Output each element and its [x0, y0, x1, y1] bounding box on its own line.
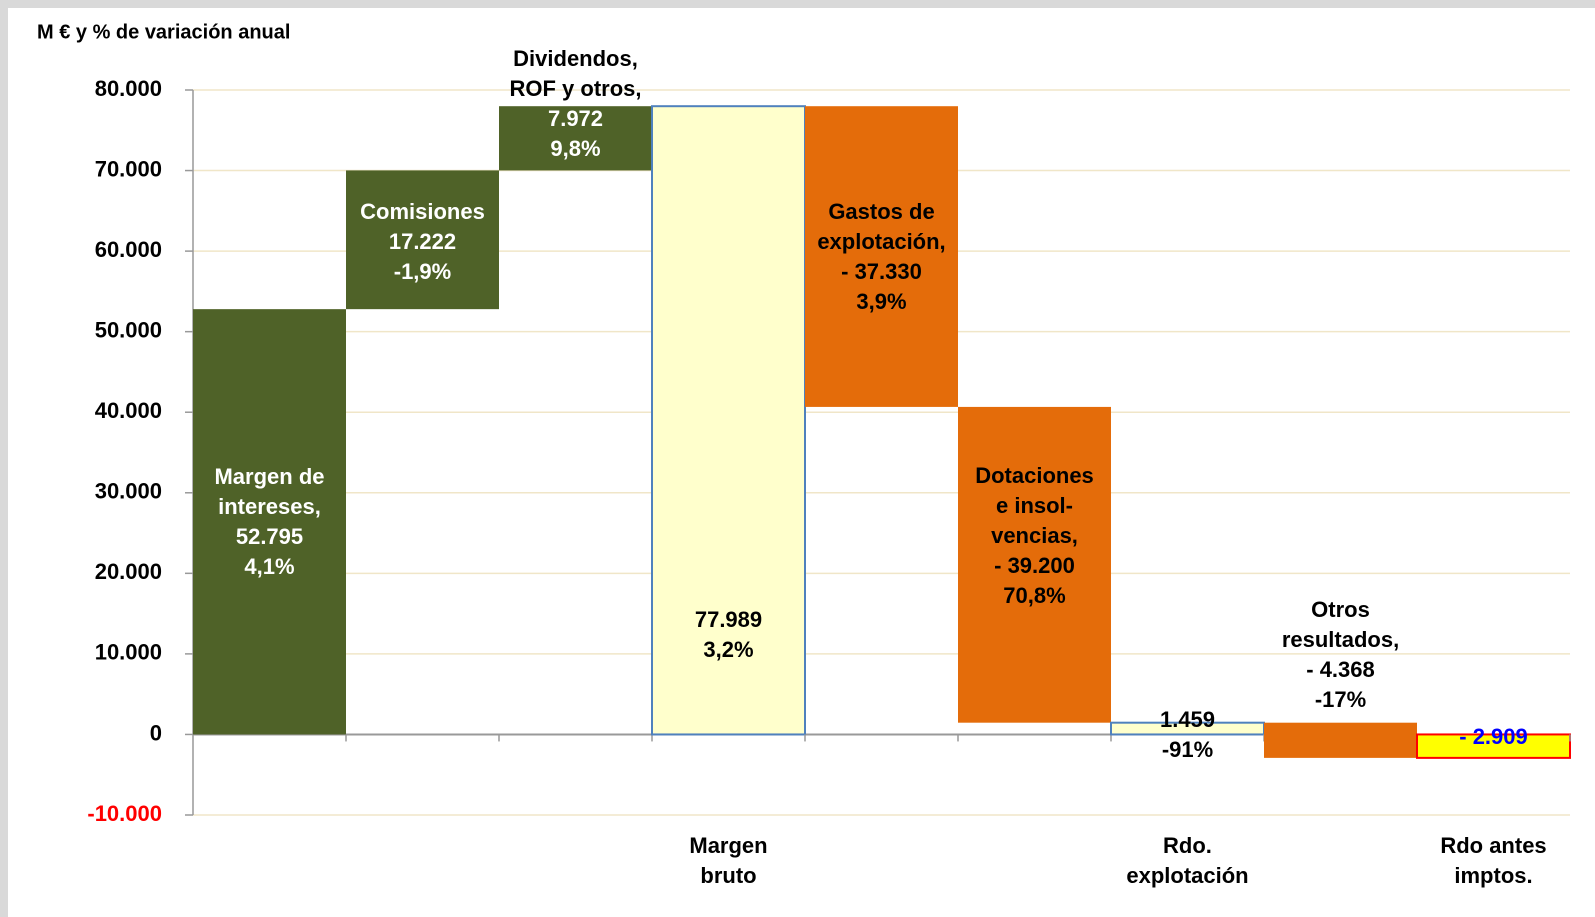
bar: [651, 105, 806, 736]
y-tick-label: 30.000: [95, 479, 162, 504]
bar: [958, 406, 1111, 723]
bar-label: e insol-: [996, 493, 1073, 518]
bar-label: 52.795: [236, 524, 303, 549]
bar: [499, 106, 652, 171]
y-tick-label: 50.000: [95, 317, 162, 342]
bar-label: - 37.330: [841, 259, 922, 284]
bar-label: 7.972: [548, 106, 603, 131]
bar-label: Dotaciones: [975, 463, 1094, 488]
x-tick-label: Rdo.: [1163, 833, 1212, 858]
x-tick-label: explotación: [1126, 863, 1248, 888]
bar-label: Comisiones: [360, 199, 485, 224]
bar-label: - 2.909: [1459, 724, 1528, 749]
bar-label: Dividendos,: [513, 46, 638, 71]
bar: [1416, 733, 1571, 759]
bar-label: 77.989: [695, 607, 762, 632]
bar-label: Margen de: [214, 464, 324, 489]
bar-label: resultados,: [1282, 627, 1399, 652]
bar-label: ROF y otros,: [509, 76, 641, 101]
bar-label: 17.222: [389, 229, 456, 254]
bar-label: 9,8%: [550, 136, 600, 161]
chart-title: M € y % de variación anual: [37, 21, 290, 43]
bar: [346, 170, 499, 310]
bar: [805, 106, 958, 407]
x-tick-label: Rdo antes: [1440, 833, 1546, 858]
bar-label: 4,1%: [244, 554, 294, 579]
bar: [1264, 722, 1417, 758]
bar-label: vencias,: [991, 523, 1078, 548]
bar-label: 70,8%: [1003, 583, 1065, 608]
x-tick-label: bruto: [700, 863, 756, 888]
bar-label: - 39.200: [994, 553, 1075, 578]
bar-label: 3,2%: [703, 637, 753, 662]
x-tick-label: Margen: [689, 833, 767, 858]
bar-label: Otros: [1311, 597, 1370, 622]
y-tick-label: 80.000: [95, 76, 162, 101]
bar-label: -1,9%: [394, 259, 451, 284]
bar-label: explotación,: [817, 229, 945, 254]
bar: [193, 309, 346, 735]
y-tick-label: -10.000: [87, 801, 162, 826]
y-tick-label: 40.000: [95, 398, 162, 423]
bar-label: 3,9%: [856, 289, 906, 314]
y-tick-label: 0: [150, 720, 162, 745]
bar-label: - 4.368: [1306, 657, 1375, 682]
y-tick-label: 20.000: [95, 559, 162, 584]
bar-label: intereses,: [218, 494, 321, 519]
y-tick-label: 60.000: [95, 237, 162, 262]
bar-label: Gastos de: [828, 199, 934, 224]
bar-label: -17%: [1315, 687, 1366, 712]
bar-label: 1.459: [1160, 707, 1215, 732]
bar-label: -91%: [1162, 737, 1213, 762]
x-tick-label: imptos.: [1454, 863, 1532, 888]
y-tick-label: 70.000: [95, 156, 162, 181]
y-tick-label: 10.000: [95, 640, 162, 665]
